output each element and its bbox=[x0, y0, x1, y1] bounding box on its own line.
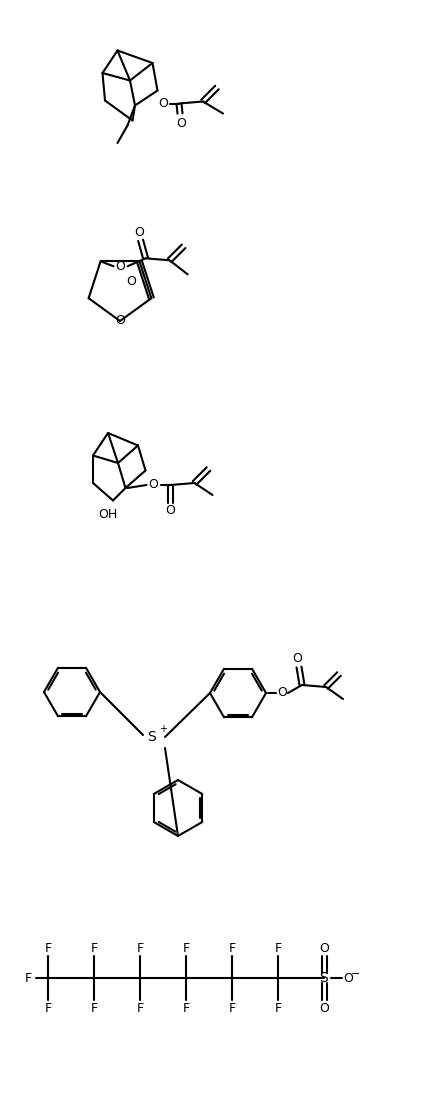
Text: F: F bbox=[136, 941, 144, 955]
Text: O: O bbox=[126, 275, 136, 288]
Text: O: O bbox=[149, 478, 159, 492]
Text: S: S bbox=[148, 730, 156, 744]
Text: O: O bbox=[319, 941, 329, 955]
Text: F: F bbox=[45, 1001, 52, 1014]
Text: O: O bbox=[277, 686, 287, 699]
Text: O: O bbox=[343, 971, 353, 985]
Text: S: S bbox=[319, 971, 328, 985]
Text: O: O bbox=[166, 505, 175, 517]
Text: OH: OH bbox=[98, 508, 118, 520]
Text: F: F bbox=[182, 941, 190, 955]
Text: F: F bbox=[229, 941, 236, 955]
Text: F: F bbox=[229, 1001, 236, 1014]
Text: F: F bbox=[274, 1001, 281, 1014]
Text: F: F bbox=[24, 971, 31, 985]
Text: F: F bbox=[182, 1001, 190, 1014]
Text: F: F bbox=[45, 941, 52, 955]
Text: O: O bbox=[292, 652, 302, 664]
Text: F: F bbox=[90, 941, 97, 955]
Text: +: + bbox=[159, 724, 167, 734]
Text: O: O bbox=[116, 260, 125, 273]
Text: O: O bbox=[115, 315, 125, 327]
Text: F: F bbox=[90, 1001, 97, 1014]
Text: −: − bbox=[351, 969, 361, 979]
Text: O: O bbox=[135, 225, 145, 239]
Text: F: F bbox=[274, 941, 281, 955]
Text: O: O bbox=[176, 117, 186, 130]
Text: O: O bbox=[158, 97, 168, 110]
Text: O: O bbox=[319, 1001, 329, 1014]
Text: F: F bbox=[136, 1001, 144, 1014]
